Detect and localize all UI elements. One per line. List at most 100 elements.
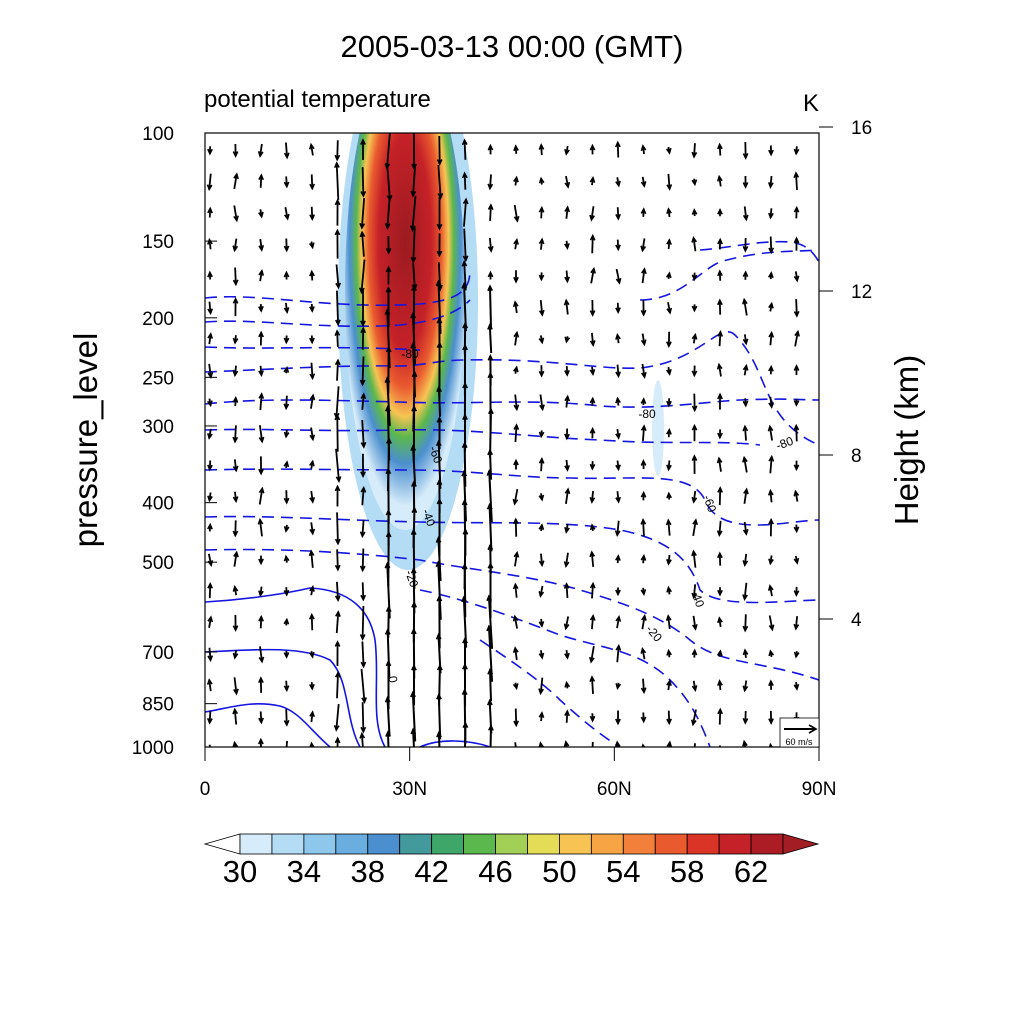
wind-vector (667, 520, 671, 535)
wind-vector (692, 143, 696, 157)
wind-vector (641, 679, 645, 693)
wind-vector (769, 745, 773, 753)
y-tick-label: 150 (142, 232, 174, 253)
x-tick-label: 0 (200, 779, 211, 800)
wind-vector (565, 300, 569, 314)
wind-vector (769, 145, 773, 154)
wind-vector (667, 332, 671, 346)
wind-vector (590, 491, 594, 502)
y-tick-label: 100 (142, 124, 174, 145)
wind-vector (284, 681, 288, 690)
wind-vector (310, 651, 314, 657)
wind-vector (233, 366, 237, 376)
wind-vector (769, 304, 773, 312)
wind-vector (208, 492, 212, 500)
wind-vector (616, 617, 620, 628)
wind-vector (718, 210, 722, 216)
wind-vector (590, 742, 594, 755)
wind-vector (285, 556, 289, 562)
y-tick-label: 500 (142, 553, 174, 574)
colorbar-swatch (240, 834, 272, 854)
wind-vector (565, 584, 569, 598)
wind-vector (667, 240, 671, 249)
wind-vector (616, 556, 620, 563)
contour-dashed (480, 640, 620, 747)
wind-vector (514, 648, 518, 660)
wind-vector (769, 333, 773, 346)
chart-subtitle-left: potential temperature (204, 86, 431, 113)
wind-vector (642, 334, 646, 345)
wind-vector (565, 650, 569, 658)
y-right-tick-label: 12 (851, 282, 872, 303)
wind-vector (692, 650, 696, 657)
wind-vector (514, 302, 518, 313)
wind-vector (769, 586, 773, 596)
wind-vector (489, 726, 493, 771)
wind-vector (284, 741, 288, 756)
wind-vector (718, 144, 722, 155)
wind-vector (769, 237, 773, 253)
wind-vector (616, 646, 620, 662)
wind-vector (489, 238, 493, 251)
wind-vector (539, 493, 543, 499)
wind-vector (208, 648, 212, 660)
wind-vector (794, 525, 798, 532)
colorbar-swatch (496, 834, 528, 854)
wind-vector (693, 520, 697, 536)
contour-dashed (205, 429, 760, 445)
wind-vector (769, 555, 773, 563)
wind-vector (336, 449, 341, 481)
wind-vector (616, 335, 620, 343)
contour-label: -80 (401, 347, 419, 361)
wind-vector (743, 426, 747, 440)
wind-vector (565, 711, 569, 723)
wind-vector (234, 206, 238, 221)
wind-vector (794, 173, 798, 190)
wind-vector (514, 146, 518, 154)
contour-dashed (700, 242, 819, 262)
wind-vector (590, 646, 594, 662)
wind-vector (718, 587, 722, 595)
wind-vector (743, 366, 747, 376)
wind-vector (591, 616, 595, 629)
wind-vector (692, 551, 696, 567)
wind-vector (310, 174, 314, 188)
wind-vector (540, 178, 544, 184)
wind-vector (591, 584, 595, 599)
wind-vector (259, 646, 263, 661)
chart-units: K (803, 90, 819, 117)
wind-vector (259, 556, 263, 564)
contour-label: -20 (643, 622, 665, 645)
wind-vector (769, 176, 773, 187)
wind-vector (310, 491, 314, 502)
colorbar-swatch (464, 834, 496, 854)
wind-vector (259, 740, 263, 758)
wind-vector (616, 177, 620, 185)
y-tick-label: 250 (142, 368, 174, 389)
wind-vector (208, 525, 212, 532)
colorbar-extend-high (783, 834, 818, 854)
wind-vector (565, 396, 569, 407)
wind-vector (769, 681, 773, 690)
wind-vector (208, 711, 212, 723)
wind-vector (718, 271, 722, 280)
contour-dashed (205, 469, 819, 525)
wind-vector (718, 177, 722, 187)
wind-vector (616, 207, 620, 218)
wind-vector (667, 398, 671, 405)
wind-vector (743, 458, 747, 473)
wind-vector (233, 144, 237, 156)
wind-vector (310, 428, 314, 440)
colorbar-swatch (591, 834, 623, 854)
wind-vector (794, 556, 798, 563)
wind-vector (208, 273, 212, 280)
wind-vector (361, 642, 365, 667)
wind-vector (616, 491, 620, 502)
reference-vector-label: 60 m/s (785, 737, 813, 747)
wind-vector (310, 335, 314, 342)
wind-vector (259, 271, 263, 281)
wind-vector (769, 491, 773, 503)
wind-vector (641, 649, 645, 659)
wind-vector (667, 681, 671, 690)
wind-vector (539, 145, 543, 155)
